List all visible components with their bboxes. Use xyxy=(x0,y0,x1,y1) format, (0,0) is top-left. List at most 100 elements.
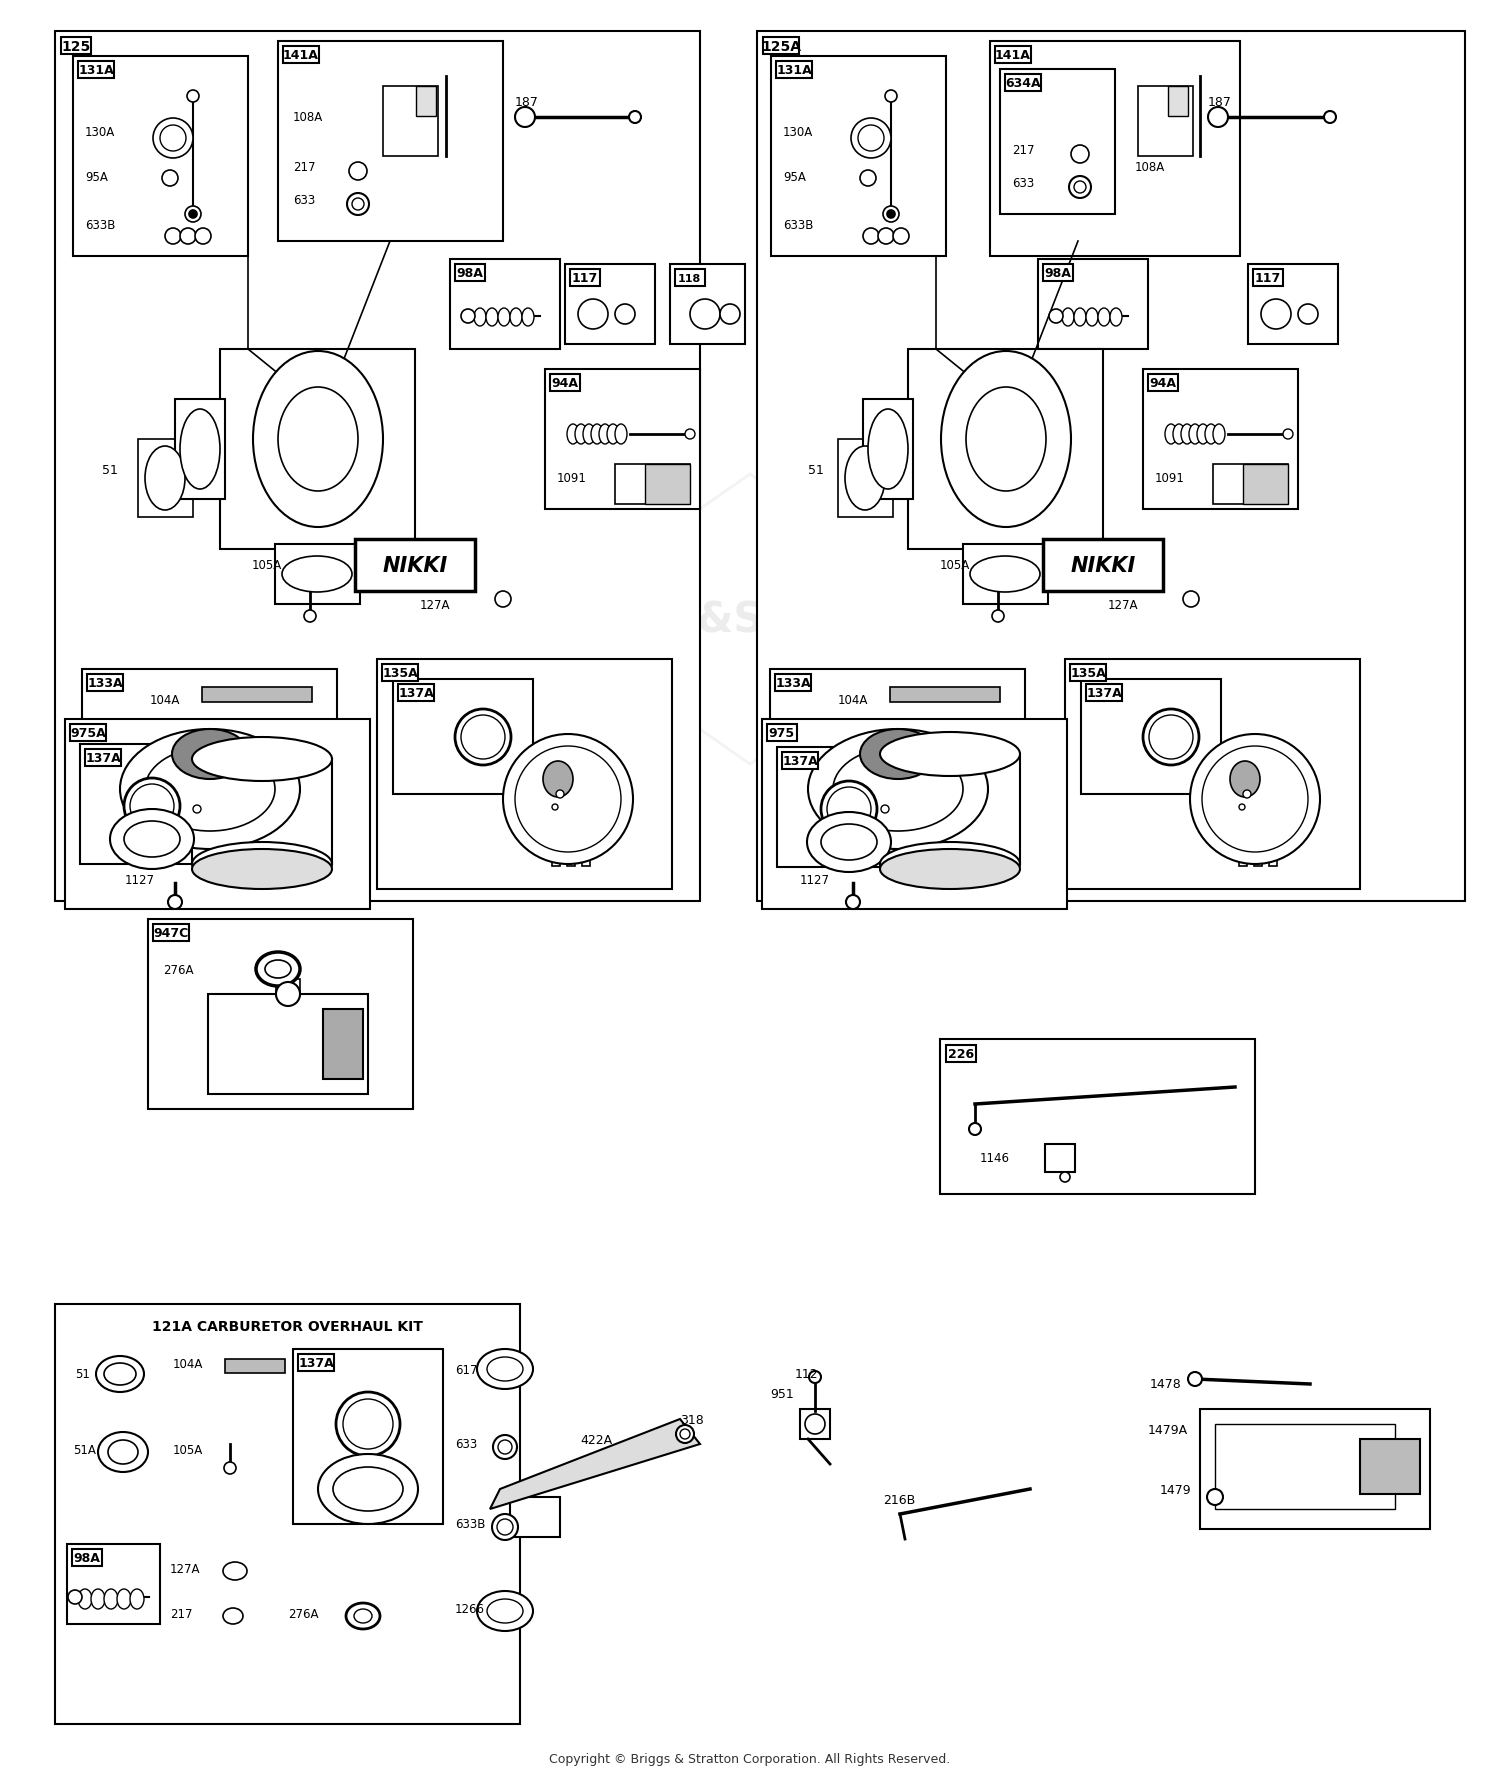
Circle shape xyxy=(827,787,872,832)
Circle shape xyxy=(1070,177,1090,199)
Ellipse shape xyxy=(110,810,194,869)
Text: 137A: 137A xyxy=(86,751,122,764)
Bar xyxy=(1360,1438,1420,1494)
Bar xyxy=(1215,1424,1395,1510)
Text: 422A: 422A xyxy=(580,1433,612,1446)
Text: 1479: 1479 xyxy=(1160,1483,1191,1496)
Circle shape xyxy=(350,163,368,181)
Ellipse shape xyxy=(282,556,352,592)
Bar xyxy=(1042,265,1072,283)
Bar xyxy=(86,750,122,766)
Text: 951: 951 xyxy=(770,1388,794,1401)
Text: 276A: 276A xyxy=(164,962,194,977)
Circle shape xyxy=(514,746,621,853)
Text: 130A: 130A xyxy=(783,125,813,138)
Ellipse shape xyxy=(808,730,988,850)
Bar xyxy=(382,666,418,682)
Circle shape xyxy=(276,982,300,1007)
Circle shape xyxy=(68,1590,82,1605)
Text: 947C: 947C xyxy=(153,927,189,939)
Circle shape xyxy=(194,805,201,814)
Ellipse shape xyxy=(1086,309,1098,327)
Circle shape xyxy=(189,211,196,218)
Bar xyxy=(782,753,818,769)
Circle shape xyxy=(514,107,535,129)
Bar xyxy=(1214,465,1288,504)
Circle shape xyxy=(859,172,876,186)
Circle shape xyxy=(1060,1172,1070,1183)
Circle shape xyxy=(492,1513,517,1540)
Ellipse shape xyxy=(146,748,274,832)
Text: 104A: 104A xyxy=(839,692,868,707)
Ellipse shape xyxy=(807,812,891,873)
Bar xyxy=(356,540,476,592)
Bar xyxy=(148,920,412,1109)
Ellipse shape xyxy=(970,556,1040,592)
Ellipse shape xyxy=(192,850,332,889)
Circle shape xyxy=(1048,309,1064,324)
Circle shape xyxy=(850,118,891,159)
Text: 1479A: 1479A xyxy=(1148,1422,1188,1437)
Circle shape xyxy=(165,229,182,245)
Bar xyxy=(839,440,892,517)
Text: 127A: 127A xyxy=(170,1562,201,1576)
Ellipse shape xyxy=(567,424,579,445)
Bar xyxy=(292,1349,442,1524)
Text: 95A: 95A xyxy=(86,170,108,184)
Circle shape xyxy=(821,782,878,837)
Bar xyxy=(946,1045,975,1063)
Bar xyxy=(454,265,484,283)
Text: 226: 226 xyxy=(948,1047,974,1061)
Bar xyxy=(70,725,106,742)
Ellipse shape xyxy=(486,309,498,327)
Bar xyxy=(777,748,916,868)
Ellipse shape xyxy=(1098,309,1110,327)
Bar xyxy=(645,465,690,504)
Ellipse shape xyxy=(510,309,522,327)
Circle shape xyxy=(880,805,890,814)
Bar xyxy=(940,1039,1256,1195)
Circle shape xyxy=(1298,304,1318,326)
Ellipse shape xyxy=(1197,424,1209,445)
Bar xyxy=(1200,1410,1429,1530)
Text: 276A: 276A xyxy=(288,1608,318,1621)
Ellipse shape xyxy=(522,309,534,327)
Bar xyxy=(776,674,812,692)
Ellipse shape xyxy=(1110,309,1122,327)
Circle shape xyxy=(224,1462,236,1474)
Ellipse shape xyxy=(192,843,332,887)
Ellipse shape xyxy=(498,309,510,327)
Ellipse shape xyxy=(98,1433,148,1472)
Circle shape xyxy=(153,118,194,159)
Circle shape xyxy=(1208,1488,1222,1505)
Bar xyxy=(776,63,812,79)
Circle shape xyxy=(352,199,364,211)
Text: 975: 975 xyxy=(768,726,795,739)
Circle shape xyxy=(1149,716,1192,760)
Bar xyxy=(1065,660,1360,889)
Circle shape xyxy=(552,805,558,810)
Ellipse shape xyxy=(880,843,1020,887)
Circle shape xyxy=(124,778,180,834)
Bar xyxy=(615,465,690,504)
Circle shape xyxy=(1188,1372,1202,1386)
Circle shape xyxy=(808,1370,820,1383)
Circle shape xyxy=(686,429,694,440)
Bar xyxy=(550,374,579,392)
Text: 130A: 130A xyxy=(86,125,116,138)
Bar xyxy=(675,270,705,286)
Text: 108A: 108A xyxy=(1136,161,1166,174)
Bar xyxy=(298,1354,334,1370)
Bar xyxy=(284,47,320,64)
Bar xyxy=(322,1009,363,1079)
Circle shape xyxy=(628,113,640,123)
Bar xyxy=(82,669,338,855)
Circle shape xyxy=(1071,147,1089,165)
Circle shape xyxy=(130,785,174,828)
Bar xyxy=(64,719,370,909)
Circle shape xyxy=(1190,735,1320,864)
Ellipse shape xyxy=(346,1603,380,1630)
Bar xyxy=(1070,666,1106,682)
Bar xyxy=(1269,844,1276,866)
Circle shape xyxy=(1262,301,1292,329)
